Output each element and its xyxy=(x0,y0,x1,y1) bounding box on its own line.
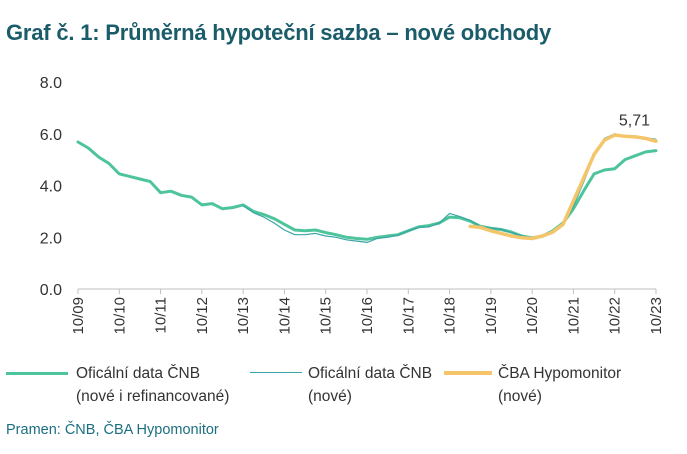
x-tick-label: 10/11 xyxy=(153,297,170,333)
legend-swatch-cnb-all xyxy=(6,372,68,375)
series-line-cba xyxy=(468,133,658,241)
x-tick-label: 10/12 xyxy=(194,297,211,335)
x-tick-label: 10/21 xyxy=(565,297,582,335)
x-tick-label: 10/17 xyxy=(400,297,417,335)
source-note: Pramen: ČNB, ČBA Hypomonitor xyxy=(6,422,219,438)
y-tick-label: 2.0 xyxy=(40,230,62,247)
x-tick-label: 10/22 xyxy=(607,297,624,335)
x-tick-label: 10/23 xyxy=(648,297,665,335)
x-tick-label: 10/18 xyxy=(442,297,459,335)
y-tick-label: 6.0 xyxy=(40,127,62,144)
x-tick-label: 10/14 xyxy=(276,297,293,335)
legend-sublabel-cnb-new: (nové) xyxy=(308,388,352,405)
x-tick-label: 10/20 xyxy=(524,297,541,335)
x-tick-label: 10/09 xyxy=(70,297,87,335)
legend-label-cnb-new: Oficální data ČNB xyxy=(308,365,433,382)
x-tick-label: 10/10 xyxy=(111,297,128,335)
legend-swatch-cba xyxy=(444,371,492,375)
annotation-label: 5,71 xyxy=(619,112,650,129)
legend-label-cnb-all: Oficální data ČNB xyxy=(76,365,201,382)
legend-sublabel-cnb-all: (nové i refinancované) xyxy=(76,388,230,405)
x-tick-label: 10/16 xyxy=(359,297,376,335)
y-tick-label: 0.0 xyxy=(40,282,62,299)
chart-title: Graf č. 1: Průměrná hypoteční sazba – no… xyxy=(6,20,552,45)
y-tick-label: 8.0 xyxy=(40,75,62,92)
legend-swatch-cnb-new xyxy=(250,372,302,373)
legend-sublabel-cba: (nové) xyxy=(498,388,542,405)
x-tick-label: 10/15 xyxy=(318,297,335,335)
legend-label-cba: ČBA Hypomonitor xyxy=(498,365,622,382)
series-line-cnb-new xyxy=(242,133,657,243)
series-line-cnb-all xyxy=(76,140,658,241)
x-tick-label: 10/13 xyxy=(235,297,252,335)
y-tick-label: 4.0 xyxy=(40,179,62,196)
x-tick-label: 10/19 xyxy=(483,297,500,335)
